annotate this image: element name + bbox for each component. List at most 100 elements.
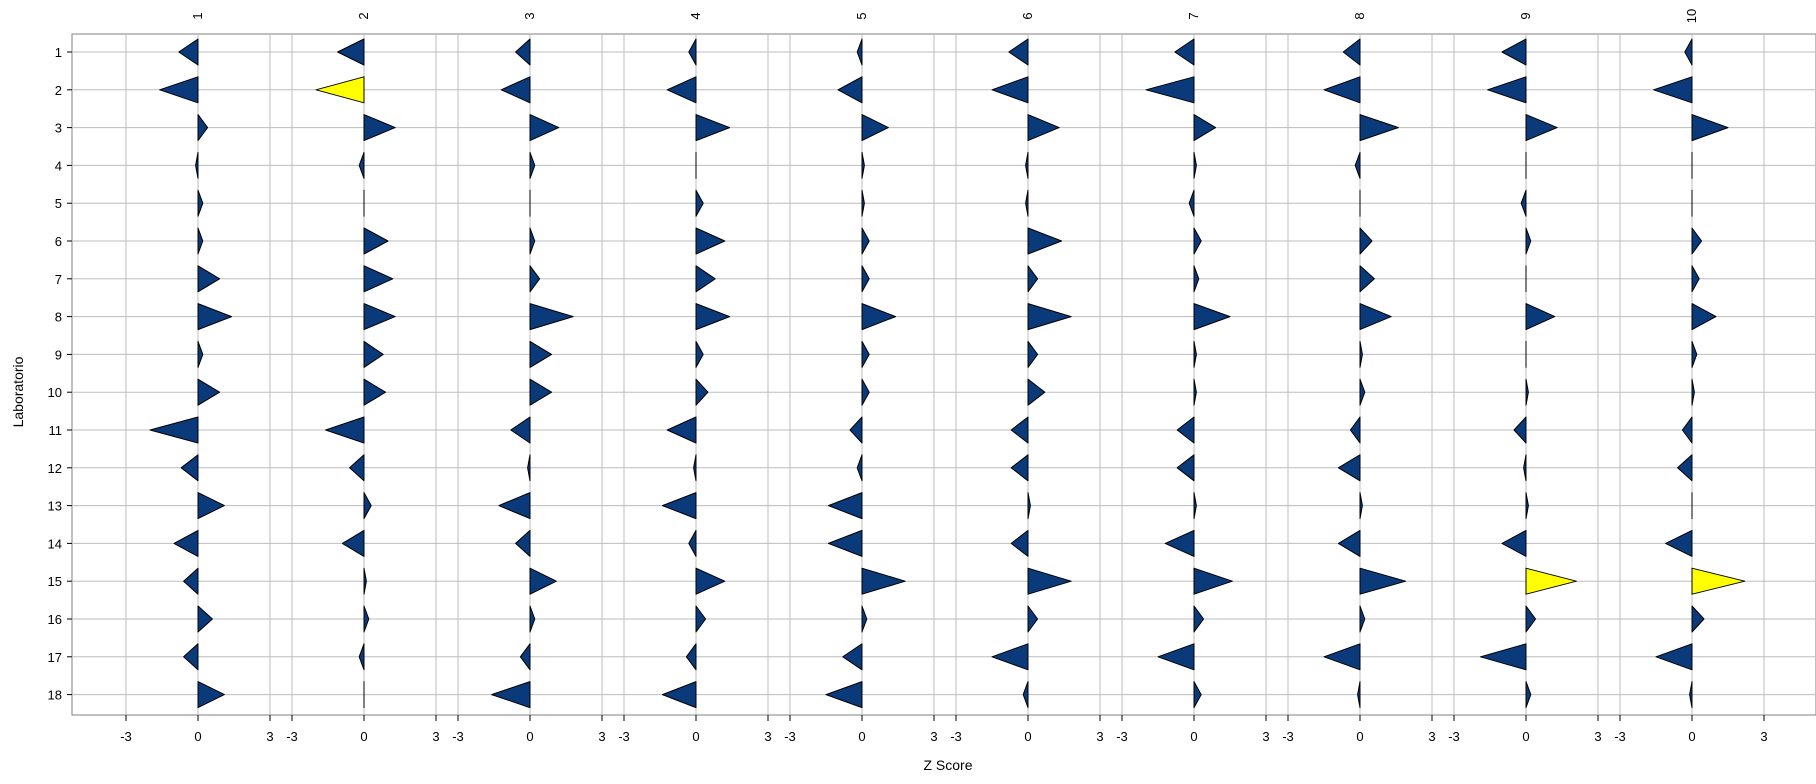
- score-marker: [695, 605, 707, 633]
- score-marker: [149, 416, 199, 444]
- score-marker: [1359, 378, 1366, 406]
- y-tick-label: 5: [55, 196, 62, 211]
- score-marker: [1487, 76, 1527, 104]
- score-marker: [529, 605, 536, 633]
- score-marker: [1653, 76, 1693, 104]
- x-tick-label: 3: [1096, 729, 1103, 744]
- score-marker: [825, 681, 863, 709]
- score-marker: [1520, 189, 1527, 217]
- score-marker: [695, 227, 726, 255]
- score-marker: [1691, 340, 1698, 368]
- score-marker: [1176, 454, 1195, 482]
- score-marker: [1027, 265, 1039, 293]
- score-marker: [861, 265, 870, 293]
- score-marker: [500, 76, 531, 104]
- panel-label: 3: [522, 12, 537, 19]
- score-marker: [363, 303, 396, 331]
- score-marker: [1027, 378, 1046, 406]
- score-marker: [1193, 605, 1205, 633]
- y-tick-label: 13: [48, 499, 62, 514]
- score-marker: [197, 605, 213, 633]
- panel-label: 2: [356, 12, 371, 19]
- score-marker: [1025, 151, 1029, 179]
- score-marker: [1010, 454, 1029, 482]
- score-marker: [197, 378, 221, 406]
- x-tick-label: 3: [598, 729, 605, 744]
- score-marker: [1176, 416, 1195, 444]
- panel-label: 5: [854, 12, 869, 19]
- score-marker: [197, 492, 225, 520]
- score-marker: [529, 114, 560, 142]
- score-marker: [363, 340, 384, 368]
- score-marker: [197, 189, 204, 217]
- score-marker: [1689, 681, 1693, 709]
- panel-label: 7: [1186, 12, 1201, 19]
- score-marker: [1193, 340, 1197, 368]
- score-marker: [498, 492, 531, 520]
- score-marker: [527, 454, 531, 482]
- score-marker: [1027, 303, 1072, 331]
- y-tick-label: 14: [48, 536, 62, 551]
- score-marker: [178, 38, 199, 66]
- score-marker: [861, 378, 870, 406]
- score-marker: [349, 454, 365, 482]
- x-tick-label: -3: [618, 729, 630, 744]
- y-axis-title: Laboratorio: [10, 356, 26, 427]
- score-marker: [195, 151, 199, 179]
- y-tick-label: 7: [55, 272, 62, 287]
- x-tick-label: 0: [1024, 729, 1031, 744]
- plot-frame: [71, 33, 1816, 716]
- score-marker: [529, 151, 536, 179]
- x-tick-label: -3: [452, 729, 464, 744]
- score-marker: [1022, 681, 1029, 709]
- y-tick-label: 1: [55, 45, 62, 60]
- panel-label: 6: [1020, 12, 1035, 19]
- score-marker: [1359, 227, 1373, 255]
- x-tick-label: 3: [764, 729, 771, 744]
- x-tick-label: -3: [120, 729, 132, 744]
- marks-layer: [149, 38, 1746, 709]
- score-marker: [197, 303, 233, 331]
- score-marker: [358, 151, 365, 179]
- score-marker: [685, 643, 697, 671]
- score-marker: [1010, 416, 1029, 444]
- score-marker: [1681, 416, 1693, 444]
- x-tick-label: 0: [1356, 729, 1363, 744]
- score-marker: [197, 265, 221, 293]
- score-marker: [849, 416, 863, 444]
- score-marker: [842, 643, 863, 671]
- score-marker: [1193, 151, 1197, 179]
- score-marker: [827, 492, 863, 520]
- panel-label: 8: [1352, 12, 1367, 19]
- score-marker: [363, 492, 372, 520]
- score-marker: [666, 416, 697, 444]
- score-marker: [1027, 227, 1063, 255]
- score-marker: [1513, 416, 1527, 444]
- score-marker: [1523, 454, 1527, 482]
- score-marker: [1354, 151, 1361, 179]
- score-marker: [325, 416, 365, 444]
- y-tick-label: 11: [49, 423, 63, 438]
- x-tick-label: 0: [692, 729, 699, 744]
- x-tick-label: 0: [1190, 729, 1197, 744]
- score-marker: [358, 643, 365, 671]
- score-marker: [1479, 643, 1527, 671]
- score-marker: [666, 76, 697, 104]
- score-marker: [1027, 605, 1039, 633]
- score-marker: [1525, 114, 1558, 142]
- score-marker: [1337, 529, 1361, 557]
- score-marker: [1027, 114, 1060, 142]
- score-marker: [183, 567, 199, 595]
- panel-label: 10: [1684, 9, 1699, 23]
- score-marker: [515, 38, 531, 66]
- y-tick-label: 4: [55, 158, 62, 173]
- score-marker: [363, 567, 367, 595]
- x-tick-label: -3: [1282, 729, 1294, 744]
- score-marker: [1525, 492, 1529, 520]
- score-marker: [661, 492, 697, 520]
- score-marker: [861, 151, 865, 179]
- score-marker: [861, 303, 897, 331]
- y-tick-label: 3: [55, 121, 62, 136]
